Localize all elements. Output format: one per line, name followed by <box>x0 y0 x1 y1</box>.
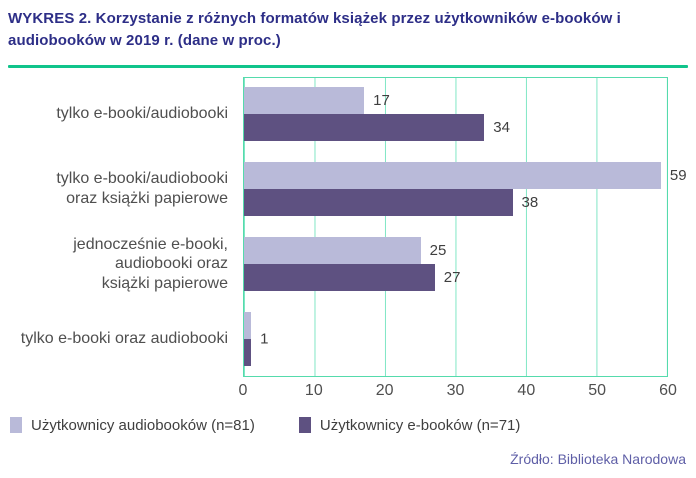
bar-row: 38 <box>244 189 668 216</box>
category-label: jednocześnie e-booki, audiobooki oraz ks… <box>73 235 228 292</box>
legend-label-ebooki: Użytkownicy e-booków (n=71) <box>319 416 521 434</box>
bar <box>244 162 661 189</box>
bar-row: 27 <box>244 264 668 291</box>
value-label: 17 <box>373 92 390 109</box>
bar-groups: tylko e-booki/audiobooki 17 34 tylko e-book… <box>8 77 687 377</box>
bar-group: jednocześnie e-booki, audiobooki oraz ks… <box>8 227 668 302</box>
bar-row: 25 <box>244 237 668 264</box>
value-label: 27 <box>443 269 461 286</box>
bar-group: tylko e-booki/audiobooki oraz książki pa… <box>8 152 687 227</box>
x-tick-label: 50 <box>588 381 607 399</box>
x-tick-label: 40 <box>517 381 536 399</box>
group-bars: 1 <box>243 302 668 377</box>
group-bars: 25 27 <box>243 227 668 302</box>
chart-title: WYKRES 2. Korzystanie z różnych formatów… <box>8 10 621 49</box>
bar <box>244 312 252 339</box>
x-tick-label: 20 <box>375 381 394 399</box>
chart-header: WYKRES 2. Korzystanie z różnych formatów… <box>0 0 696 52</box>
bar-group: tylko e-booki oraz audiobooki 1 <box>8 302 668 377</box>
bar-row <box>244 339 668 366</box>
category-label: tylko e-booki/audiobooki <box>56 105 228 123</box>
title-divider <box>8 64 688 68</box>
value-label: 38 <box>521 194 539 211</box>
legend-label-audiobooki: Użytkownicy audiobooków (n=81) <box>31 416 255 434</box>
value-label: 25 <box>429 242 447 259</box>
value-label: 34 <box>493 119 510 136</box>
source-caption: Źródło: Biblioteka Narodowa <box>510 450 686 467</box>
x-tick-label: 60 <box>659 381 677 399</box>
legend-item-ebooki: Użytkownicy e-booków (n=71) <box>298 416 521 434</box>
bar <box>244 237 421 264</box>
bar <box>244 339 252 366</box>
bar-group: tylko e-booki/audiobooki 17 34 <box>8 77 668 152</box>
bar-chart: tylko e-booki/audiobooki 17 34 tylko e-book… <box>8 76 687 377</box>
x-axis: 0 10 20 30 40 50 60 <box>239 381 677 404</box>
bar-row: 59 <box>244 162 687 189</box>
x-tick-label: 10 <box>304 381 323 399</box>
bar <box>244 114 485 141</box>
group-bars: 17 34 <box>243 77 668 152</box>
x-tick-label: 0 <box>238 381 248 399</box>
bar <box>244 264 435 291</box>
bar <box>244 87 365 114</box>
legend-swatch-ebooki <box>298 417 311 433</box>
legend-swatch-audiobooki <box>10 417 22 433</box>
category-label: tylko e-booki/audiobooki oraz książki pa… <box>56 170 228 207</box>
value-label: 59 <box>669 167 687 184</box>
category-label: tylko e-booki oraz audiobooki <box>20 330 228 348</box>
legend: Użytkownicy audiobooków (n=81) Użytkowni… <box>10 417 696 434</box>
value-label: 1 <box>260 330 269 348</box>
x-tick-label: 30 <box>446 381 465 399</box>
bar-row: 17 <box>244 87 668 114</box>
group-bars: 59 38 <box>243 152 687 227</box>
legend-item-audiobooki: Użytkownicy audiobooków (n=81) <box>10 417 255 434</box>
bar <box>244 189 513 216</box>
bar-row: 34 <box>244 114 668 141</box>
bar-row <box>244 312 668 339</box>
